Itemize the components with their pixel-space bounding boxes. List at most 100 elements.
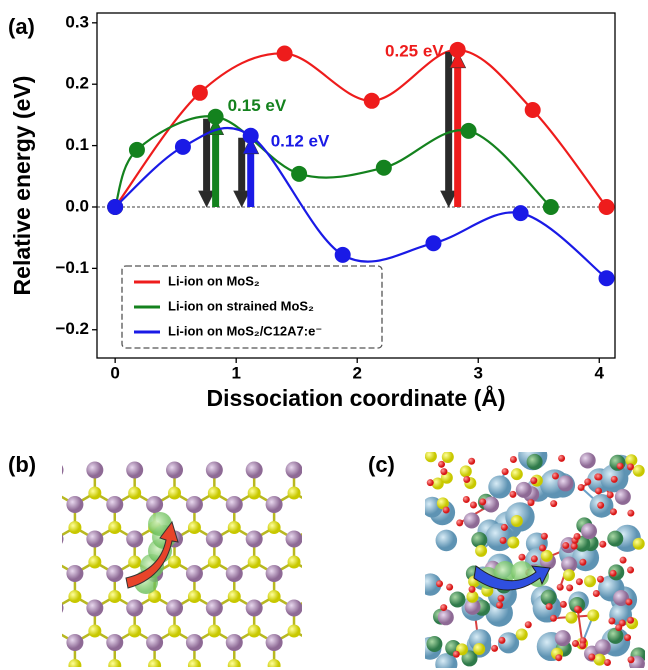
atom xyxy=(509,491,516,498)
atom-s xyxy=(188,659,201,670)
atom xyxy=(502,468,509,475)
atom xyxy=(436,530,458,552)
panel-label: (b) xyxy=(8,452,36,477)
atom-s xyxy=(288,625,301,638)
y-tick-label: 0.1 xyxy=(65,135,89,154)
atom-mo xyxy=(286,600,303,617)
atom xyxy=(463,496,470,503)
series-line xyxy=(115,50,606,207)
atom xyxy=(566,584,573,591)
atom-mo xyxy=(305,634,322,651)
atom xyxy=(456,519,463,526)
atom xyxy=(440,604,447,611)
atom-mo xyxy=(186,634,203,651)
atom xyxy=(518,554,525,561)
atom xyxy=(443,507,450,514)
data-point xyxy=(376,160,392,176)
data-point xyxy=(450,42,466,58)
atom xyxy=(425,450,437,462)
atom xyxy=(633,538,645,550)
atom xyxy=(594,654,606,666)
atom xyxy=(617,463,624,470)
atom-mo xyxy=(66,496,83,513)
atom xyxy=(530,477,537,484)
atom xyxy=(633,465,645,477)
atom-s xyxy=(248,487,261,500)
legend-label: Li-ion on MoS₂ xyxy=(168,273,260,288)
atom-mo xyxy=(126,531,143,548)
atom xyxy=(607,628,623,644)
atom xyxy=(516,482,532,498)
atom-s xyxy=(148,659,161,670)
atom-mo xyxy=(186,496,203,513)
atom-mo xyxy=(266,496,283,513)
atom xyxy=(426,636,442,652)
atom xyxy=(565,612,577,624)
atom xyxy=(604,659,611,666)
atom xyxy=(584,575,596,587)
atom xyxy=(485,523,513,551)
atom xyxy=(550,500,557,507)
atom-mo xyxy=(305,496,322,513)
atom xyxy=(625,598,632,605)
y-tick-label: −0.1 xyxy=(55,258,89,277)
barrier-label: 0.25 eV xyxy=(385,41,444,60)
atom xyxy=(541,550,553,562)
legend-label: Li-ion on strained MoS₂ xyxy=(168,298,314,313)
y-tick-label: −0.2 xyxy=(55,319,89,338)
atom-mo xyxy=(86,531,103,548)
atom-mo xyxy=(86,462,103,479)
atom-s xyxy=(168,625,181,638)
data-point xyxy=(525,102,541,118)
atom xyxy=(563,569,575,581)
atom-s xyxy=(307,659,320,670)
atom xyxy=(436,580,443,587)
atom xyxy=(438,461,445,468)
atom-s xyxy=(108,590,121,603)
atom xyxy=(627,463,634,470)
atom-s xyxy=(208,625,221,638)
atom-mo xyxy=(266,634,283,651)
atom-mo xyxy=(66,634,83,651)
atom xyxy=(500,537,507,544)
x-tick-label: 1 xyxy=(231,363,240,382)
atom xyxy=(615,624,622,631)
atom xyxy=(468,458,475,465)
atom-mo xyxy=(266,565,283,582)
atom-mo xyxy=(146,496,163,513)
atom-mo xyxy=(246,531,263,548)
atom xyxy=(578,484,585,491)
atom xyxy=(587,609,599,621)
data-point xyxy=(599,270,615,286)
data-point xyxy=(425,235,441,251)
atom xyxy=(510,456,517,463)
atom xyxy=(615,489,631,505)
atom xyxy=(588,654,595,661)
atom xyxy=(552,473,559,480)
atom-s xyxy=(88,625,101,638)
atom xyxy=(460,465,472,477)
atom-mo xyxy=(286,531,303,548)
structure-b xyxy=(47,462,323,670)
atom-s xyxy=(49,487,62,500)
data-point xyxy=(277,46,293,62)
atom-mo xyxy=(305,565,322,582)
atom-s xyxy=(68,521,81,534)
atom-s xyxy=(228,590,241,603)
data-point xyxy=(192,85,208,101)
atom xyxy=(608,618,615,625)
atom xyxy=(463,476,470,483)
atom xyxy=(501,524,508,531)
atom xyxy=(597,502,604,509)
atom-s xyxy=(228,659,241,670)
atom-s xyxy=(307,521,320,534)
atom-s xyxy=(188,590,201,603)
atom-mo xyxy=(226,496,243,513)
atom-s xyxy=(108,521,121,534)
atom-mo xyxy=(206,531,223,548)
atom xyxy=(479,498,486,505)
atom xyxy=(527,454,543,470)
atom-mo xyxy=(86,600,103,617)
atom xyxy=(539,545,546,552)
atom xyxy=(579,559,586,566)
